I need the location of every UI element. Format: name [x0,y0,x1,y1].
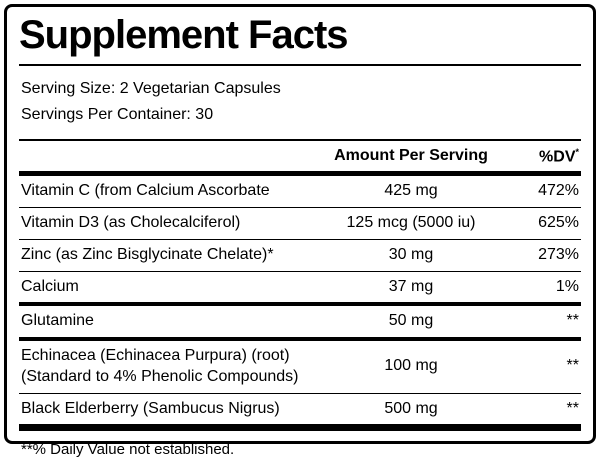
nutrient-amount: 37 mg [388,277,434,295]
header-percent-dv-sup: * [575,146,579,157]
table-header-row: Amount Per Serving %DV* [19,141,581,177]
table-row: Vitamin C (from Calcium Ascorbate 425 mg… [19,176,581,208]
supplement-facts-label: Supplement Facts Serving Size: 2 Vegetar… [4,4,596,458]
table-row: Vitamin D3 (as Cholecalciferol) 125 mcg … [19,208,581,240]
table-row: Zinc (as Zinc Bisglycinate Chelate)* 30 … [19,240,581,272]
nutrient-name-line1: Echinacea (Echinacea Purpura) (root) [21,347,290,365]
table-row: Echinacea (Echinacea Purpura) (root) (St… [19,341,581,394]
serving-size: Serving Size: 2 Vegetarian Capsules [21,80,281,97]
page-title: Supplement Facts [19,13,581,66]
nutrient-amount: 500 mg [384,399,438,417]
nutrient-dv: 625% [538,213,579,231]
header-percent-dv: %DV* [501,147,581,166]
nutrient-name: Echinacea (Echinacea Purpura) (root) (St… [19,346,321,388]
nutrient-amount: 425 mg [384,182,438,200]
nutrient-name-line2: (Standard to 4% Phenolic Compounds) [21,367,299,385]
nutrient-amount: 50 mg [388,312,434,330]
nutrient-dv: 472% [538,182,579,200]
nutrient-amount: 100 mg [384,357,438,375]
nutrient-amount: 125 mcg (5000 iu) [346,213,476,231]
nutrient-dv: 1% [555,277,579,295]
nutrient-dv: 273% [538,245,579,263]
nutrient-name: Zinc (as Zinc Bisglycinate Chelate)* [21,245,274,263]
serving-info: Serving Size: 2 Vegetarian Capsules Serv… [19,66,581,141]
nutrient-dv: ** [566,357,579,375]
nutrient-amount: 30 mg [388,245,434,263]
header-percent-dv-label: %DV [539,148,576,166]
nutrient-name: Vitamin C (from Calcium Ascorbate [21,182,270,200]
nutrient-name: Vitamin D3 (as Cholecalciferol) [21,213,241,231]
nutrient-name: Black Elderberry (Sambucus Nigrus) [21,399,280,417]
nutrient-name: Glutamine [21,312,94,330]
nutrient-dv: ** [566,312,579,330]
nutrient-name: Calcium [21,277,79,295]
nutrient-dv: ** [566,399,579,417]
table-row: Black Elderberry (Sambucus Nigrus) 500 m… [19,394,581,432]
servings-per-container: Servings Per Container: 30 [21,106,214,124]
table-row: Calcium 37 mg 1% [19,272,581,307]
daily-value-footnote: **% Daily Value not established. [21,441,235,458]
table-row: Glutamine 50 mg ** [19,306,581,342]
header-amount-per-serving: Amount Per Serving [334,147,488,165]
